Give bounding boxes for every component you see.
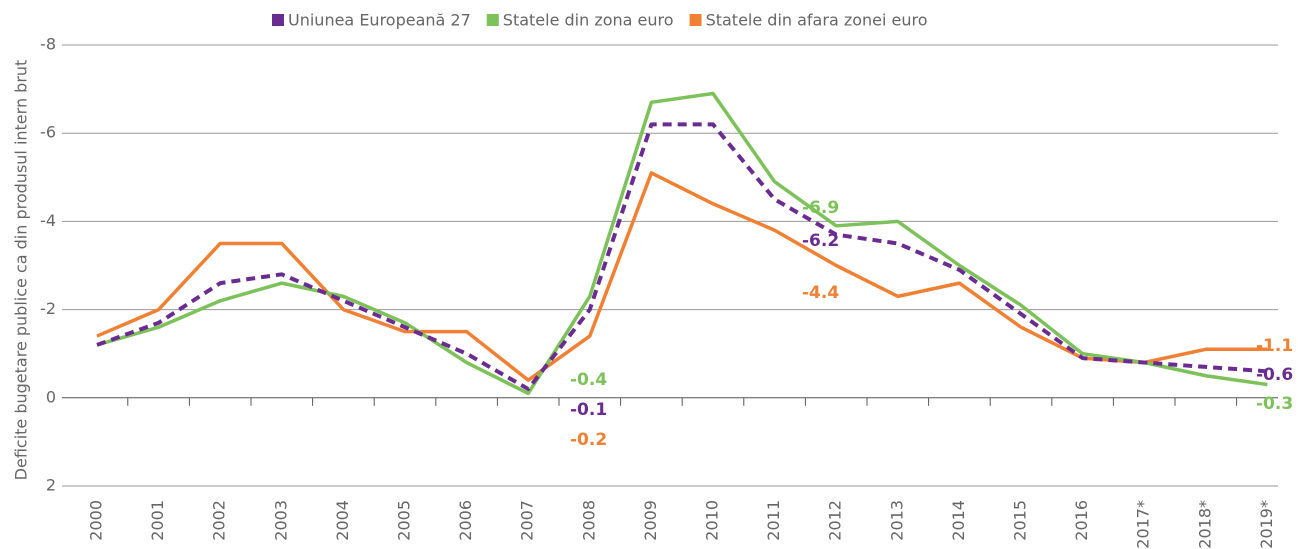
x-tick-label: 2006 <box>456 500 475 541</box>
annotation: -0.4 <box>570 370 607 390</box>
x-tick-label: 2012 <box>826 500 845 541</box>
x-tick-label: 2013 <box>887 500 906 541</box>
x-tick-label: 2008 <box>579 500 598 541</box>
legend-label: Statele din zona euro <box>503 11 674 30</box>
x-tick-label: 2010 <box>703 500 722 541</box>
legend-label: Statele din afara zonei euro <box>706 11 928 30</box>
annotation: -0.1 <box>570 400 607 420</box>
legend-label: Uniunea Europeană 27 <box>288 11 471 30</box>
x-tick-label: 2018* <box>1195 500 1214 549</box>
series-line <box>96 171 1268 382</box>
annotation: -6.2 <box>802 231 839 251</box>
y-tick-label: -6 <box>40 123 56 142</box>
annotation: -0.6 <box>1256 365 1293 385</box>
y-axis-label: Deficite bugetare publice ca din produsu… <box>12 60 31 481</box>
series-line <box>96 91 1268 396</box>
x-tick-label: 2017* <box>1134 500 1153 549</box>
y-tick-label: 0 <box>46 387 56 406</box>
x-tick-label: 2011 <box>764 500 783 541</box>
x-tick-label: 2014 <box>949 500 968 541</box>
legend-swatch <box>272 14 284 26</box>
x-tick-label: 2004 <box>333 500 352 541</box>
x-tick-label: 2016 <box>1072 500 1091 541</box>
annotation: -0.3 <box>1256 394 1293 414</box>
legend-swatch <box>689 14 702 26</box>
x-tick-label: 2015 <box>1011 500 1030 541</box>
x-tick-label: 2009 <box>641 500 660 541</box>
x-tick-label: 2003 <box>271 500 290 541</box>
x-tick-label: 2007 <box>518 500 537 541</box>
x-tick-label: 2002 <box>210 500 229 541</box>
x-tick-label: 2019* <box>1257 500 1276 549</box>
y-tick-label: -4 <box>40 211 56 230</box>
y-tick-label: -2 <box>40 299 56 318</box>
annotation: -4.4 <box>802 283 839 303</box>
annotation: -0.2 <box>570 430 607 450</box>
y-tick-label: -8 <box>40 35 56 54</box>
annotation: -1.1 <box>1256 336 1293 356</box>
legend-swatch <box>486 14 499 26</box>
x-tick-label: 2005 <box>395 500 414 541</box>
series-line <box>96 122 1268 391</box>
annotation: -6.9 <box>802 198 839 218</box>
y-tick-label: 2 <box>46 476 56 495</box>
x-tick-label: 2001 <box>148 500 167 541</box>
x-tick-label: 2000 <box>87 500 106 541</box>
